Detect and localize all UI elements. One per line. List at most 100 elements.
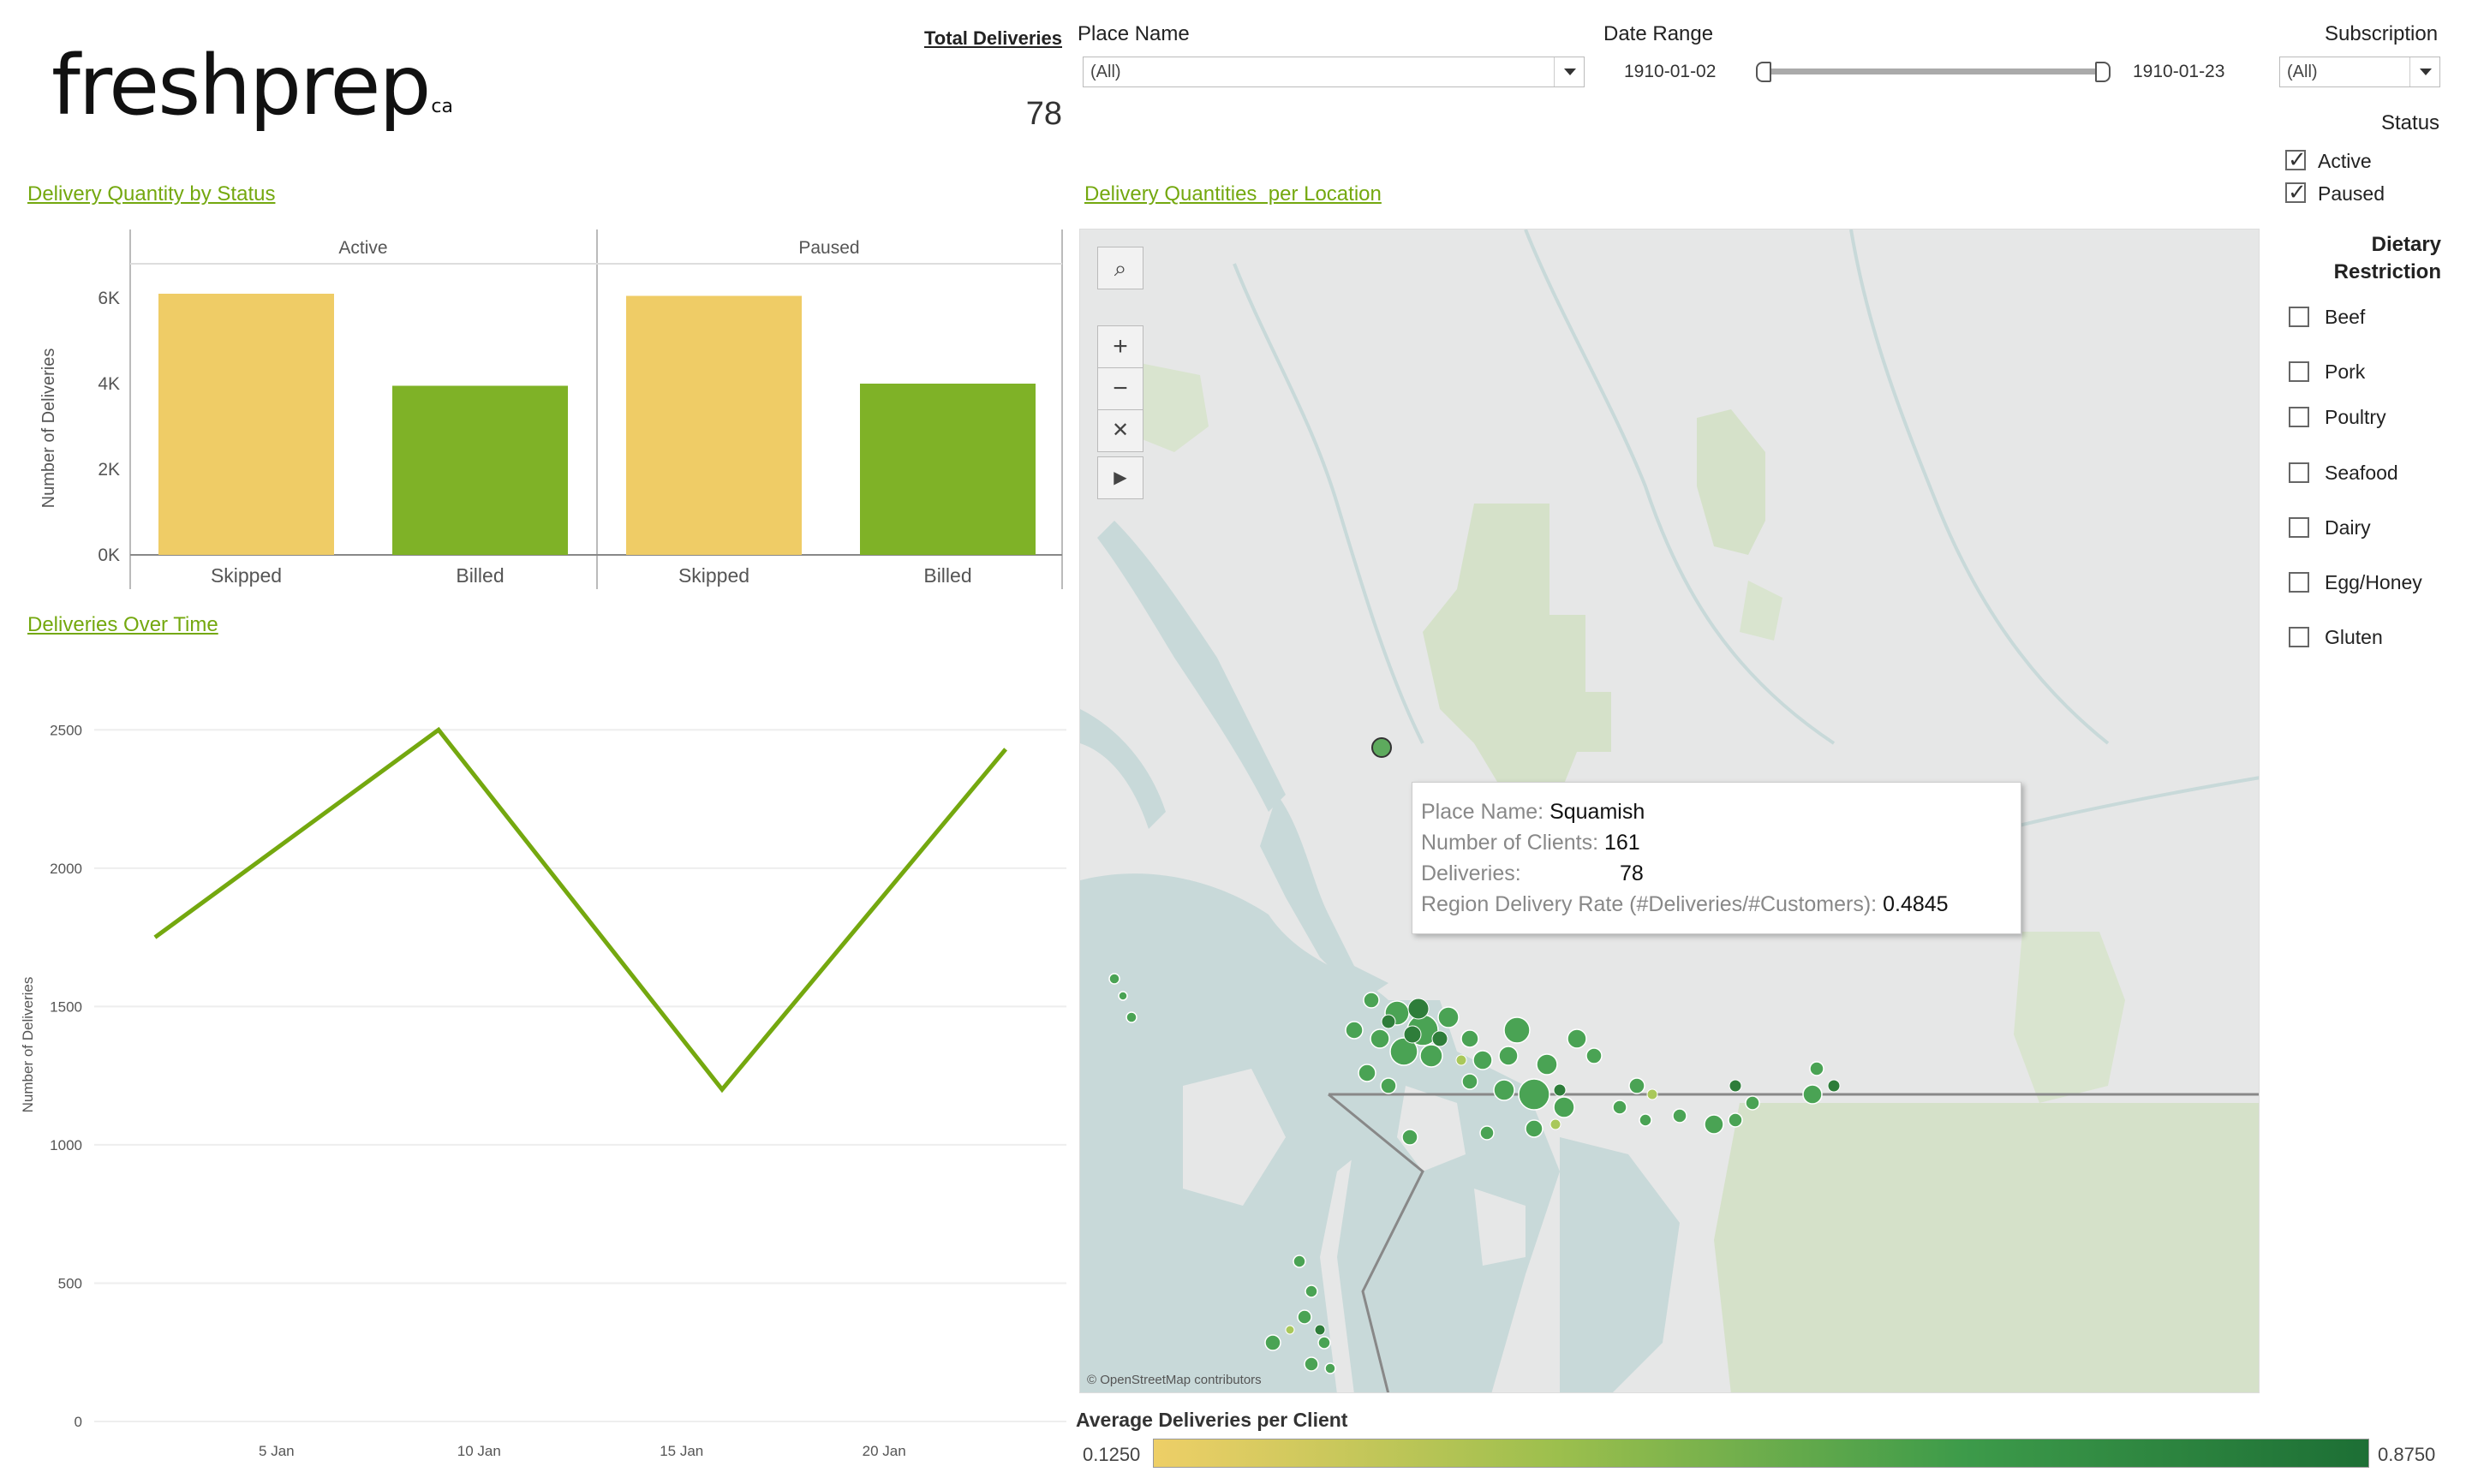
location-marker[interactable] — [1461, 1073, 1478, 1090]
dietary-egg-honey-checkbox[interactable] — [2289, 572, 2309, 593]
tooltip-clients-row: Number of Clients: 161 — [1421, 827, 2021, 858]
chevron-down-icon[interactable] — [2409, 57, 2439, 86]
bar-paused-skipped[interactable] — [626, 295, 802, 556]
river — [1849, 229, 2110, 745]
status-active-checkbox[interactable] — [2285, 146, 2307, 173]
freshprep-logo: freshprepca — [51, 38, 453, 134]
location-marker[interactable] — [1401, 1129, 1418, 1146]
location-marker[interactable] — [1612, 1100, 1627, 1115]
dietary-poultry-checkbox[interactable] — [2289, 407, 2309, 427]
dietary-seafood-checkbox[interactable] — [2289, 462, 2309, 483]
bar-paused-billed[interactable] — [860, 384, 1036, 555]
location-marker[interactable] — [1305, 1284, 1318, 1298]
location-marker[interactable] — [1525, 1119, 1543, 1138]
chevron-down-icon[interactable] — [1554, 57, 1584, 86]
bar-active-billed[interactable] — [392, 385, 568, 556]
selected-location-marker[interactable] — [1371, 737, 1392, 758]
bar-category-label: Billed — [923, 564, 971, 587]
location-marker[interactable] — [1472, 1050, 1493, 1070]
date-range-end-handle[interactable] — [2095, 62, 2111, 82]
location-marker[interactable] — [1297, 1309, 1312, 1325]
date-range-track[interactable] — [1761, 69, 2104, 74]
location-marker[interactable] — [1802, 1084, 1823, 1105]
map-canvas[interactable] — [1080, 229, 2260, 1393]
location-marker[interactable] — [1304, 1356, 1319, 1372]
status-label: Status — [2381, 111, 2440, 134]
location-marker[interactable] — [1553, 1096, 1575, 1118]
bar-y-tick-label: 2K — [98, 460, 120, 480]
location-marker[interactable] — [1639, 1113, 1652, 1127]
location-marker[interactable] — [1419, 1044, 1443, 1068]
location-marker[interactable] — [1704, 1114, 1724, 1135]
location-marker[interactable] — [1503, 1016, 1531, 1044]
search-icon[interactable]: ⌕ — [1097, 247, 1143, 289]
date-range-start-handle[interactable] — [1756, 62, 1771, 82]
dietary-label-line1: Dietary — [2371, 233, 2441, 256]
location-markers-dark[interactable] — [1314, 998, 1841, 1336]
location-marker[interactable] — [1628, 1077, 1645, 1094]
status-bar-chart: Number of Deliveries Active Paused 0K 2K 4… — [39, 229, 1063, 589]
location-marker[interactable] — [1431, 1030, 1448, 1047]
location-marker[interactable] — [1498, 1046, 1519, 1066]
location-marker[interactable] — [1745, 1095, 1760, 1111]
location-marker[interactable] — [1536, 1053, 1558, 1076]
location-marker[interactable] — [1118, 991, 1128, 1001]
location-marker[interactable] — [1479, 1125, 1495, 1141]
location-marker[interactable] — [1553, 1083, 1567, 1097]
line-y-tick-label: 1000 — [50, 1137, 82, 1153]
deliveries-line-series[interactable] — [153, 726, 1008, 1094]
location-marker[interactable] — [1358, 1064, 1376, 1082]
date-range-start: 1910-01-02 — [1624, 62, 1717, 81]
location-markers-light[interactable] — [1285, 1054, 1658, 1335]
bar-category-label: Skipped — [211, 564, 282, 587]
location-marker[interactable] — [1363, 992, 1380, 1009]
location-marker[interactable] — [1389, 1037, 1418, 1066]
location-marker[interactable] — [1314, 1324, 1326, 1336]
dietary-pork-checkbox[interactable] — [2289, 361, 2309, 382]
line-y-tick-label: 2500 — [50, 722, 82, 738]
panel-label-active: Active — [338, 238, 387, 258]
location-marker[interactable] — [1567, 1028, 1587, 1049]
subscription-select[interactable]: (All) — [2279, 57, 2440, 87]
location-marker[interactable] — [1108, 973, 1120, 985]
location-marker[interactable] — [1585, 1047, 1603, 1064]
zoom-in-icon[interactable]: + — [1097, 325, 1143, 368]
play-icon[interactable]: ▶ — [1097, 456, 1143, 499]
location-marker[interactable] — [1345, 1021, 1364, 1040]
dietary-beef-checkbox[interactable] — [2289, 307, 2309, 327]
location-marker[interactable] — [1285, 1325, 1295, 1335]
location-marker[interactable] — [1455, 1054, 1467, 1066]
location-marker[interactable] — [1729, 1079, 1742, 1093]
location-marker[interactable] — [1380, 1077, 1397, 1094]
line-y-tick-label: 1500 — [50, 998, 82, 1015]
bar-active-skipped[interactable] — [158, 294, 334, 555]
location-marker[interactable] — [1437, 1006, 1460, 1028]
location-marker[interactable] — [1403, 1025, 1422, 1044]
bar-y-tick-label: 0K — [98, 545, 120, 565]
dietary-gluten-checkbox[interactable] — [2289, 627, 2309, 647]
dietary-dairy-checkbox[interactable] — [2289, 517, 2309, 538]
location-marker[interactable] — [1126, 1011, 1137, 1023]
location-marker[interactable] — [1493, 1079, 1515, 1101]
location-marker[interactable] — [1549, 1118, 1561, 1130]
place-name-select[interactable]: (All) — [1083, 57, 1585, 87]
location-marker[interactable] — [1827, 1079, 1841, 1093]
location-marker[interactable] — [1317, 1336, 1331, 1350]
location-marker[interactable] — [1518, 1078, 1550, 1111]
location-marker[interactable] — [1809, 1061, 1824, 1076]
location-marker[interactable] — [1460, 1029, 1479, 1048]
location-marker[interactable] — [1264, 1334, 1281, 1351]
location-marker[interactable] — [1672, 1108, 1687, 1123]
location-marker[interactable] — [1646, 1088, 1658, 1100]
park-area — [1714, 1103, 2259, 1392]
location-marker[interactable] — [1370, 1028, 1390, 1049]
pin-icon[interactable]: ✕ — [1097, 409, 1143, 452]
water-body — [1260, 795, 1388, 1000]
status-paused-checkbox[interactable] — [2285, 179, 2307, 206]
location-marker[interactable] — [1381, 1014, 1396, 1029]
location-marker[interactable] — [1324, 1362, 1336, 1374]
location-marker[interactable] — [1728, 1112, 1743, 1128]
location-marker[interactable] — [1293, 1255, 1306, 1268]
location-marker[interactable] — [1407, 998, 1430, 1020]
zoom-out-icon[interactable]: − — [1097, 367, 1143, 410]
